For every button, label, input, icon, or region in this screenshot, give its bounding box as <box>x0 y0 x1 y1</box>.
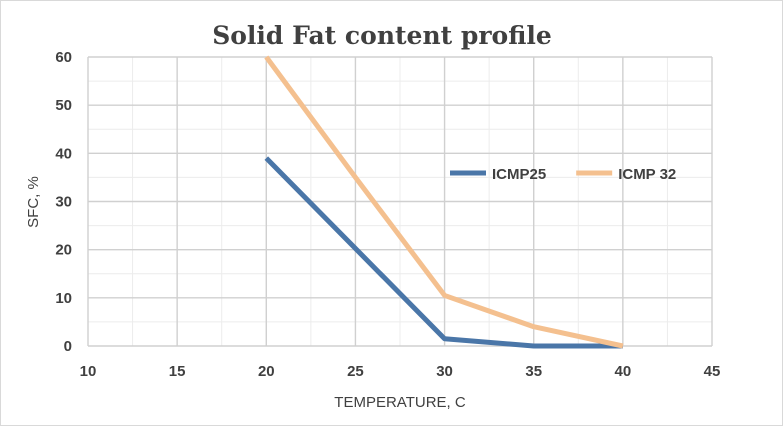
legend-label-2: ICMP 32 <box>618 166 676 183</box>
x-tick-label: 45 <box>704 363 721 380</box>
series-line-2 <box>264 55 624 349</box>
y-tick-labels: 0 10 20 30 40 50 60 <box>55 49 72 355</box>
y-tick-label: 60 <box>55 49 72 66</box>
x-tick-label: 20 <box>258 363 275 380</box>
y-tick-label: 0 <box>64 338 72 355</box>
x-tick-label: 15 <box>169 363 186 380</box>
x-tick-label: 30 <box>436 363 453 380</box>
y-tick-label: 20 <box>55 242 72 259</box>
x-tick-label: 35 <box>525 363 542 380</box>
x-tick-label: 10 <box>80 363 97 380</box>
y-tick-label: 30 <box>55 194 72 211</box>
x-tick-labels: 10 15 20 25 30 35 40 45 <box>80 363 721 380</box>
chart-title: Solid Fat content profile <box>212 21 552 50</box>
y-tick-label: 10 <box>55 290 72 307</box>
x-axis-label: TEMPERATURE, C <box>334 394 466 411</box>
grid <box>87 56 713 347</box>
y-axis-label: SFC, % <box>25 176 42 228</box>
y-tick-label: 50 <box>55 97 72 114</box>
y-tick-label: 40 <box>55 145 72 162</box>
x-tick-label: 40 <box>615 363 632 380</box>
series-line-1 <box>264 156 623 349</box>
legend: ICMP25 ICMP 32 <box>450 166 676 183</box>
series-group <box>264 55 624 349</box>
legend-label-1: ICMP25 <box>492 166 546 183</box>
x-tick-label: 25 <box>347 363 364 380</box>
